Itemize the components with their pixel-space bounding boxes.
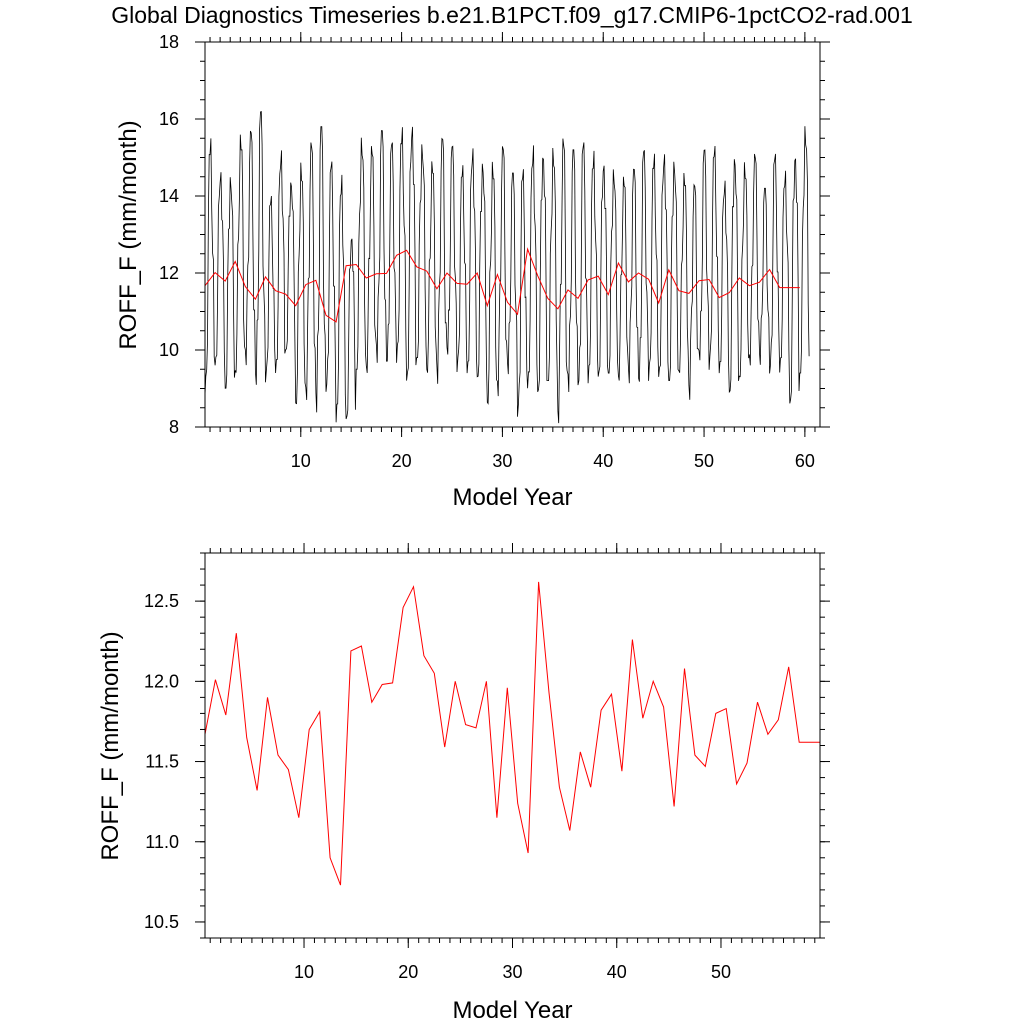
x-tick-label: 30 <box>492 451 512 471</box>
y-tick-label: 12.0 <box>144 671 179 691</box>
y-tick-label: 18 <box>159 32 179 52</box>
y-tick-label: 16 <box>159 109 179 129</box>
y-axis-title: ROFF_F (mm/month) <box>97 631 124 860</box>
x-tick-label: 10 <box>291 451 311 471</box>
x-tick-label: 20 <box>392 451 412 471</box>
y-tick-label: 12 <box>159 263 179 283</box>
x-tick-label: 50 <box>694 451 714 471</box>
x-tick-label: 10 <box>294 962 314 982</box>
x-tick-label: 60 <box>795 451 815 471</box>
y-tick-label: 11.0 <box>145 832 179 852</box>
y-tick-label: 12.5 <box>144 591 179 611</box>
x-tick-label: 50 <box>711 962 731 982</box>
chart-panel-1: 10 20 30 40 50 60 8 10 12 14 16 18 Model Year ROFF_F … <box>115 32 830 511</box>
y-tick-label: 10.5 <box>144 912 179 932</box>
series-line-monthly-seasonal-cycle <box>205 111 810 424</box>
x-axis-title: Model Year <box>452 997 572 1024</box>
series-line-annual-mean <box>205 247 800 323</box>
y-tick-label: 14 <box>159 186 179 206</box>
chart-panel-2: 10 20 30 40 50 10.5 11.0 11.5 12.0 12.5 Model Year… <box>97 543 830 1024</box>
y-tick-label: 10 <box>159 340 179 360</box>
x-tick-label: 40 <box>593 451 613 471</box>
y-tick-label: 11.5 <box>145 752 179 772</box>
y-tick-label: 8 <box>169 417 179 437</box>
x-tick-label: 20 <box>398 962 418 982</box>
x-tick-label: 30 <box>502 962 522 982</box>
chart-title: Global Diagnostics Timeseries b.e21.B1PC… <box>111 2 913 28</box>
x-tick-label: 40 <box>607 962 627 982</box>
series-line-annual-mean <box>205 581 820 886</box>
x-axis-title: Model Year <box>452 484 572 511</box>
y-axis-title: ROFF_F (mm/month) <box>115 120 142 349</box>
